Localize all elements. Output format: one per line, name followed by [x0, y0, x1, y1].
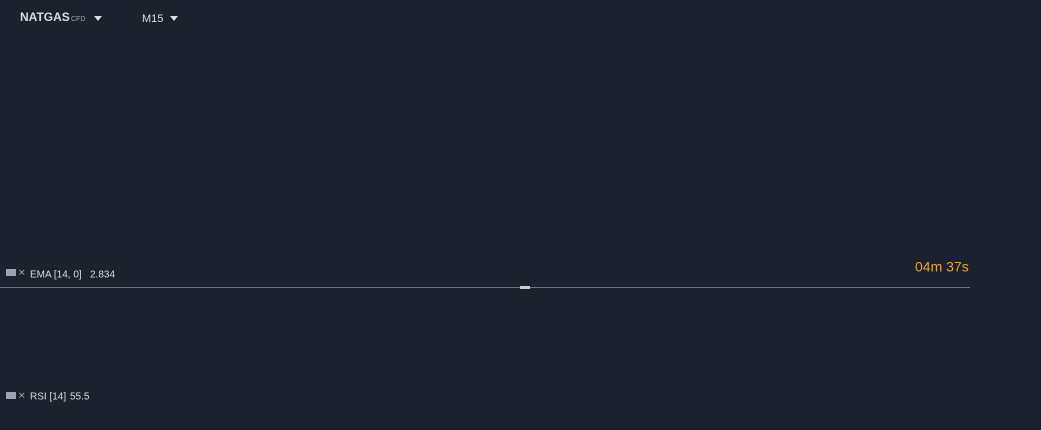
timeframe-dropdown[interactable]	[170, 16, 178, 21]
resize-handle[interactable]	[520, 286, 530, 289]
market: CFD	[71, 16, 85, 23]
rsi-name: RSI [14]	[30, 392, 66, 403]
symbol[interactable]: NATGAS	[20, 10, 70, 24]
rsi-value: 55.5	[70, 392, 90, 403]
ema-icon[interactable]	[6, 269, 16, 276]
rsi-icon[interactable]	[6, 392, 16, 399]
ema-value: 2.834	[90, 270, 115, 281]
ema-name: EMA [14, 0]	[30, 270, 82, 281]
timeframe[interactable]: M15	[142, 13, 163, 25]
candle-countdown: 04m 37s	[915, 259, 969, 275]
rsi-close[interactable]: ✕	[18, 390, 26, 400]
symbol-dropdown[interactable]	[94, 16, 102, 21]
ema-close[interactable]: ✕	[18, 267, 26, 277]
